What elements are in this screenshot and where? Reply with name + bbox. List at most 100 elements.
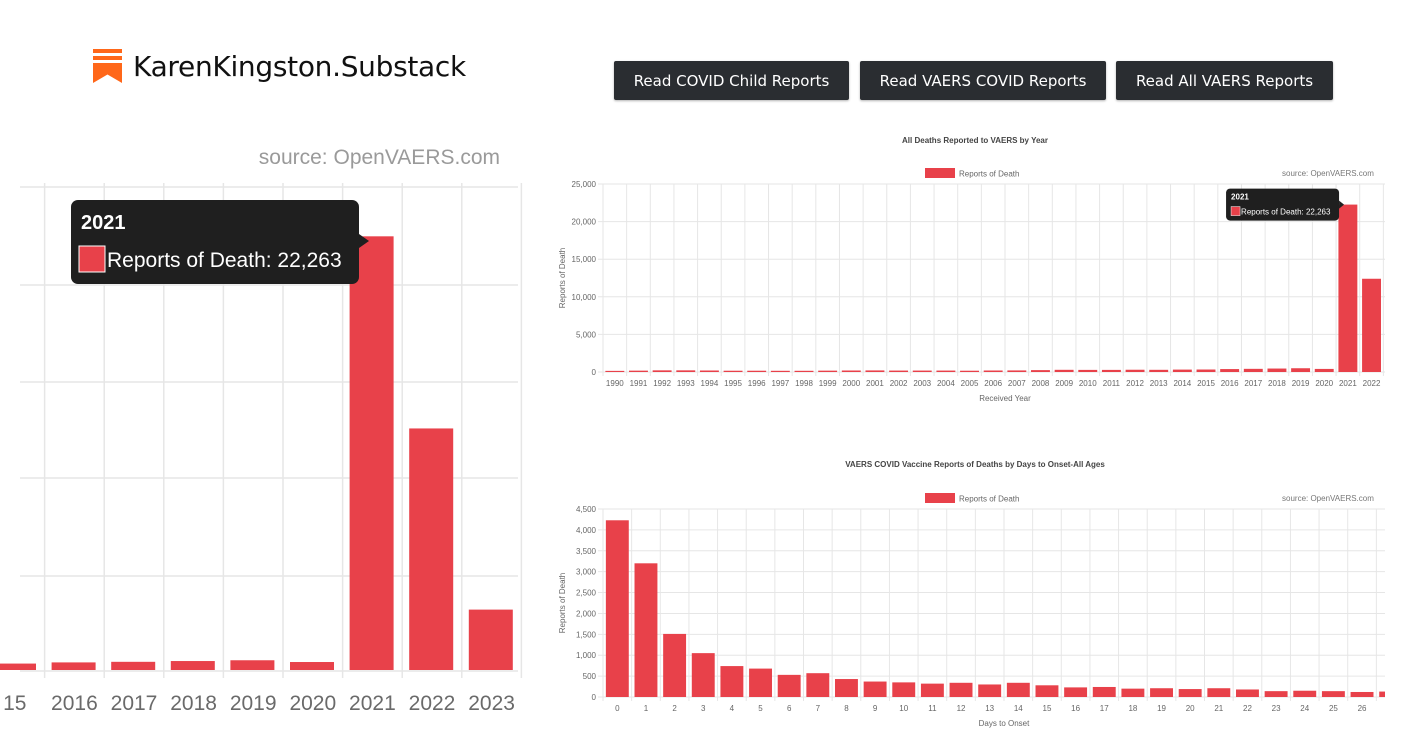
bar <box>1101 369 1121 372</box>
y-tick-label: 3,000 <box>576 568 597 577</box>
bar <box>1350 691 1374 697</box>
read-vaers-covid-reports-button[interactable]: Read VAERS COVID Reports <box>860 61 1106 100</box>
x-tick-label: 9 <box>873 704 878 713</box>
x-tick-label: 2001 <box>866 379 884 388</box>
x-tick-label: 25 <box>1329 704 1338 713</box>
x-tick-label: 1990 <box>606 379 624 388</box>
x-tick-label: 26 <box>1358 704 1367 713</box>
bar <box>723 370 743 372</box>
read-all-vaers-reports-button[interactable]: Read All VAERS Reports <box>1116 61 1333 100</box>
bar <box>889 370 909 372</box>
x-tick-label: 2017 <box>1244 379 1262 388</box>
x-tick-label: 1998 <box>795 379 813 388</box>
zoomed-deaths-chart: source: OpenVAERS.com 15 2016 2017 2018 2019 2… <box>0 146 523 715</box>
chart-title: All Deaths Reported to VAERS by Year <box>902 136 1048 145</box>
bar <box>230 660 275 670</box>
x-tick-label: 2021 <box>349 692 396 715</box>
x-tick-label: 3 <box>701 704 706 713</box>
bar <box>720 666 744 697</box>
y-tick-label: 0 <box>592 368 597 377</box>
bar <box>920 683 944 697</box>
bar <box>1338 204 1358 372</box>
bar <box>1207 688 1231 697</box>
bar <box>605 520 629 697</box>
x-tick-label: 23 <box>1272 704 1281 713</box>
bar <box>691 653 715 697</box>
x-tick-label: 18 <box>1128 704 1137 713</box>
y-tick-label: 20,000 <box>572 218 597 227</box>
x-tick-label: 24 <box>1300 704 1309 713</box>
x-tick-label: 2009 <box>1055 379 1073 388</box>
bar <box>749 668 772 697</box>
x-tick-label: 2013 <box>1150 379 1168 388</box>
legend-label: Reports of Death <box>959 170 1019 179</box>
deaths-by-year-chart: All Deaths Reported to VAERS by Year Repo… <box>558 136 1385 403</box>
bar <box>111 661 156 670</box>
x-tick-label: 2023 <box>468 692 515 715</box>
x-tick-label: 1996 <box>748 379 766 388</box>
bar <box>794 370 814 372</box>
bar <box>0 663 36 670</box>
x-tick-label: 2022 <box>409 692 456 715</box>
x-tick-label: 2012 <box>1126 379 1144 388</box>
x-tick-label: 2007 <box>1008 379 1026 388</box>
bar <box>770 370 790 372</box>
x-tick-label: 1995 <box>724 379 742 388</box>
y-tick-label: 5,000 <box>576 330 597 339</box>
bar <box>1267 368 1287 372</box>
bar <box>978 684 1002 697</box>
y-axis-label: Reports of Death <box>558 573 567 633</box>
bar <box>468 609 513 670</box>
bar <box>1321 691 1345 697</box>
x-tick-label: 15 <box>1043 704 1052 713</box>
bar <box>1149 369 1169 372</box>
tooltip-label: Reports of Death: 22,263 <box>1241 208 1331 217</box>
read-covid-child-reports-button[interactable]: Read COVID Child Reports <box>614 61 849 100</box>
y-tick-label: 1,000 <box>576 651 597 660</box>
y-tick-label: 2,000 <box>576 609 597 618</box>
x-tick-label: 1997 <box>771 379 789 388</box>
tooltip-title: 2021 <box>81 212 126 234</box>
x-tick-label: 2016 <box>51 692 98 715</box>
bar <box>983 370 1003 372</box>
x-tick-label: 14 <box>1014 704 1023 713</box>
x-tick-label: 5 <box>758 704 763 713</box>
bar <box>1064 687 1088 697</box>
bar <box>1125 369 1145 372</box>
y-tick-label: 500 <box>583 672 597 681</box>
bar <box>663 633 687 697</box>
x-tick-label: 2008 <box>1032 379 1050 388</box>
bar <box>409 428 454 670</box>
x-tick-label: 2022 <box>1363 379 1381 388</box>
bar <box>1220 369 1240 372</box>
x-axis-label: Received Year <box>979 394 1031 403</box>
bar <box>1035 685 1059 697</box>
bar <box>1196 369 1216 372</box>
bar <box>699 370 719 372</box>
y-tick-label: 15,000 <box>572 255 597 264</box>
x-tick-label: 1994 <box>701 379 719 388</box>
x-tick-label: 2 <box>672 704 677 713</box>
deaths-by-days-to-onset-chart: VAERS COVID Vaccine Reports of Deaths by… <box>558 460 1385 728</box>
bar <box>841 370 861 372</box>
tooltip-caret <box>1339 200 1345 209</box>
x-tick-label: 2019 <box>230 692 277 715</box>
x-tick-label: 1992 <box>653 379 671 388</box>
x-tick-label: 2000 <box>842 379 860 388</box>
bar <box>949 682 973 697</box>
x-tick-label: 17 <box>1100 704 1109 713</box>
bar <box>806 673 830 697</box>
brand-header: KarenKingston.Substack <box>93 46 466 86</box>
bar <box>1121 688 1145 697</box>
x-tick-label: 2011 <box>1103 379 1121 388</box>
x-tick-label: 8 <box>844 704 849 713</box>
x-tick-label: 2020 <box>1315 379 1333 388</box>
x-tick-label: 2002 <box>890 379 908 388</box>
bar <box>605 370 625 372</box>
bar <box>1178 689 1202 697</box>
x-tick-label: 1999 <box>819 379 837 388</box>
bar <box>892 682 916 697</box>
tooltip-label: Reports of Death: 22,263 <box>107 249 342 272</box>
chart-title: VAERS COVID Vaccine Reports of Deaths by… <box>845 460 1105 469</box>
bar <box>1006 682 1030 697</box>
